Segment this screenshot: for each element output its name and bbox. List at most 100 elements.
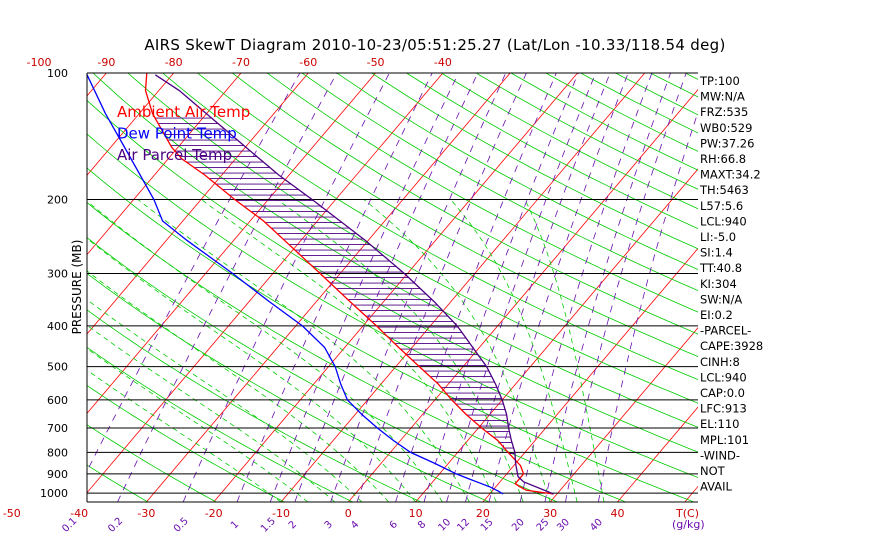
legend-entry: Air Parcel Temp <box>117 146 232 164</box>
moist-adiabat <box>87 299 363 502</box>
bottom-temp-tick-label: 30 <box>543 507 557 520</box>
moist-adiabat <box>524 199 605 502</box>
index-entry: CAPE:3928 <box>700 339 763 353</box>
index-entry: TT:40.8 <box>699 261 742 275</box>
isotherm-line <box>482 247 698 502</box>
index-entry: FRZ:535 <box>700 105 748 119</box>
moist-adiabat <box>276 199 524 502</box>
pressure-tick-label: 100 <box>47 67 68 80</box>
isotherm-line <box>87 73 242 256</box>
index-entry: MPL:101 <box>700 433 749 447</box>
index-entry: KI:304 <box>700 277 737 291</box>
moist-adiabat <box>87 270 389 502</box>
mixing-ratio-label: 12 <box>455 517 472 534</box>
index-entry: CINH:8 <box>700 355 740 369</box>
mixing-ratio-line <box>465 73 611 502</box>
mixing-ratio-line <box>87 73 301 473</box>
mixing-ratio-line <box>330 73 507 502</box>
bottom-temp-tick-label: 40 <box>611 507 625 520</box>
mixing-axis-label: (g/kg) <box>672 518 705 531</box>
isotherm-line <box>617 406 698 502</box>
isotherm-line <box>0 73 39 502</box>
bottom-temp-tick-label: -10 <box>272 507 290 520</box>
mixing-ratio-line <box>356 73 527 502</box>
moist-adiabat <box>87 237 416 502</box>
index-entry: L57:5.6 <box>700 199 743 213</box>
pressure-tick-label: 1000 <box>40 487 68 500</box>
dry-adiabat <box>266 73 698 313</box>
chart-title: AIRS SkewT Diagram 2010-10-23/05:51:25.2… <box>144 36 726 54</box>
index-entry: SI:1.4 <box>700 246 733 260</box>
bottom-temp-tick-label: -40 <box>70 507 88 520</box>
top-temp-tick-label: -100 <box>27 56 52 69</box>
mixing-ratio-line <box>423 73 579 502</box>
legend-entry: Ambient Air Temp <box>117 103 250 121</box>
dry-adiabat <box>162 73 698 380</box>
pressure-tick-label: 400 <box>47 320 68 333</box>
dry-adiabat <box>87 133 698 478</box>
mixing-ratio-line <box>488 73 629 502</box>
top-temp-tick-label: -80 <box>165 56 183 69</box>
dry-adiabat <box>336 73 698 270</box>
pressure-tick-label: 700 <box>47 422 68 435</box>
series-line-2 <box>154 74 554 495</box>
isotherm-line <box>549 327 698 502</box>
mixing-ratio-label: 8 <box>416 519 428 531</box>
bottom-temp-tick-label: -50 <box>3 507 21 520</box>
mixing-ratio-line <box>565 73 687 502</box>
pressure-tick-label: 300 <box>47 267 68 280</box>
mixing-ratio-line <box>446 73 597 502</box>
top-temp-tick-label: -40 <box>434 56 452 69</box>
bottom-temp-tick-label: -30 <box>137 507 155 520</box>
dry-adiabat <box>87 237 558 502</box>
dry-adiabat <box>87 309 422 502</box>
index-entry: -WIND- <box>700 448 740 462</box>
dry-adiabat <box>87 201 626 502</box>
index-entry: LFC:913 <box>700 402 747 416</box>
index-entry: -PARCEL- <box>700 324 751 338</box>
mixing-ratio-line <box>117 73 338 502</box>
dry-adiabat <box>301 73 698 291</box>
mixing-ratio-line <box>236 73 433 502</box>
moist-adiabat <box>87 348 309 502</box>
pressure-tick-label: 800 <box>47 446 68 459</box>
isotherm-line <box>213 73 578 502</box>
temp-axis-label: T(C) <box>675 507 699 520</box>
index-entry: NOT <box>700 464 726 478</box>
dry-adiabat <box>0 73 80 502</box>
mixing-ratio-label: 1 <box>229 519 241 531</box>
dry-adiabat <box>92 73 698 428</box>
moist-adiabat <box>363 199 551 502</box>
index-entry: SW:N/A <box>700 292 742 306</box>
mixing-ratio-label: 2 <box>287 519 299 531</box>
mixing-ratio-label: 20 <box>510 517 527 534</box>
pressure-tick-label: 900 <box>47 468 68 481</box>
dry-adiabat <box>87 272 490 502</box>
moist-adiabat <box>87 369 282 502</box>
isotherm-line <box>415 168 698 502</box>
index-entry: LI:-5.0 <box>700 230 736 244</box>
pressure-tick-label: 600 <box>47 394 68 407</box>
pressure-tick-label: 500 <box>47 361 68 374</box>
index-entry: TH:5463 <box>699 183 749 197</box>
mixing-ratio-label: 4 <box>349 519 361 531</box>
dry-adiabat <box>197 73 698 357</box>
top-temp-tick-label: -70 <box>232 56 250 69</box>
dry-adiabat <box>87 424 217 502</box>
dry-adiabat <box>475 73 698 190</box>
dry-adiabat <box>87 385 285 502</box>
index-entry: MAXT:34.2 <box>700 168 761 182</box>
series-line-0 <box>144 73 554 495</box>
top-temp-tick-label: -60 <box>299 56 317 69</box>
pressure-tick-label: 200 <box>47 193 68 206</box>
isotherm-line <box>87 73 444 494</box>
mixing-ratio-line <box>294 73 479 502</box>
index-entry: MW:N/A <box>700 90 745 104</box>
isotherm-line <box>280 73 646 502</box>
top-temp-tick-label: -90 <box>97 56 115 69</box>
dry-adiabat <box>127 73 698 404</box>
dry-adiabat <box>371 73 698 250</box>
mixing-ratio-label: 0.5 <box>172 516 191 535</box>
